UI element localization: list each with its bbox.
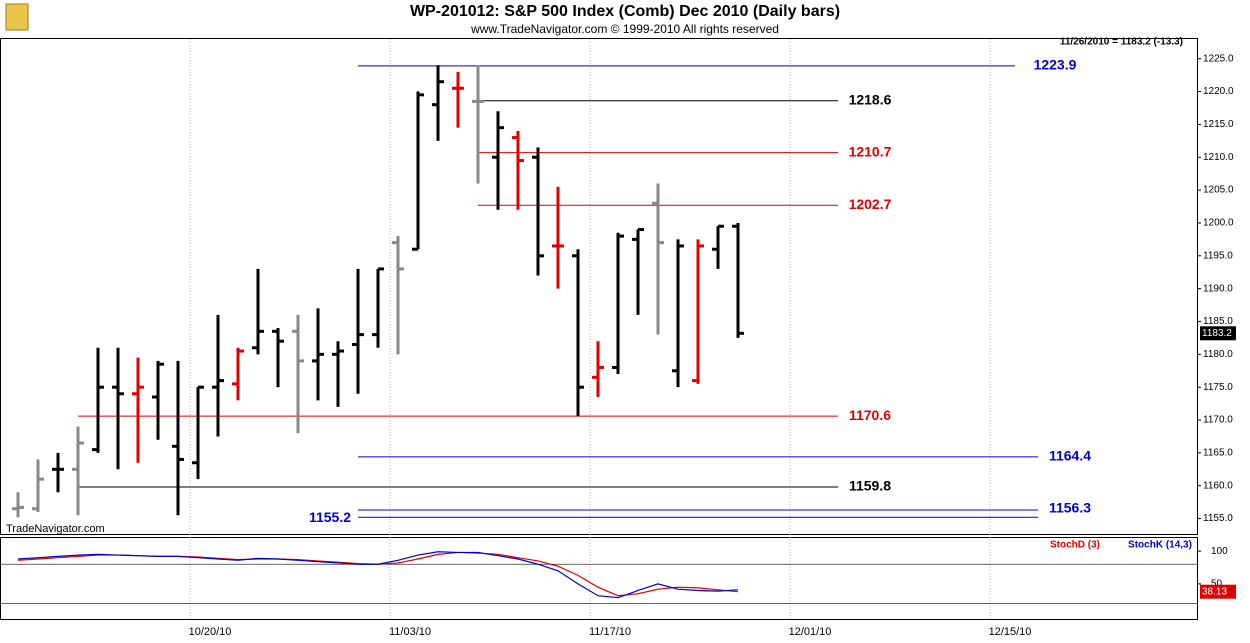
stoch-tick-label: 50	[1211, 579, 1223, 590]
y-tick-label: 1190.0	[1203, 283, 1233, 294]
app-icon	[5, 3, 29, 31]
level-label: 1159.8	[849, 478, 891, 494]
x-tick-label: 11/03/10	[389, 626, 431, 638]
y-tick-label: 1215.0	[1203, 119, 1234, 130]
y-tick-label: 1200.0	[1203, 218, 1234, 229]
legend-entry: StochD (3)	[1050, 540, 1100, 551]
chart-title: WP-201012: S&P 500 Index (Comb) Dec 2010…	[410, 3, 840, 20]
level-label: 1155.2	[309, 509, 351, 525]
y-tick-label: 1175.0	[1203, 382, 1233, 393]
y-tick-label: 1185.0	[1203, 316, 1233, 327]
last-price-label: 1183.2	[1202, 328, 1232, 339]
stoch-line	[17, 551, 739, 599]
y-tick-label: 1180.0	[1203, 349, 1233, 360]
stoch-tick-label: 100	[1211, 546, 1228, 557]
stoch-panel	[0, 537, 1198, 620]
y-tick-label: 1225.0	[1203, 53, 1234, 64]
x-tick-label: 12/01/10	[789, 626, 832, 638]
last-price-box	[1200, 326, 1236, 341]
y-tick-label: 1160.0	[1203, 480, 1233, 491]
price-info: 11/26/2010 = 1183.2 (-13.3)	[1060, 37, 1183, 48]
x-tick-label: 11/17/10	[589, 626, 631, 638]
y-tick-label: 1170.0	[1203, 415, 1233, 426]
x-tick-label: 12/15/10	[989, 626, 1032, 638]
watermark: TradeNavigator.com	[6, 523, 105, 535]
chart-subtitle: www.TradeNavigator.com © 1999-2010 All r…	[470, 22, 779, 36]
price-panel	[0, 38, 1198, 535]
level-label: 1223.9	[1034, 57, 1077, 73]
stoch-last-box	[1200, 584, 1236, 599]
y-tick-label: 1165.0	[1203, 448, 1233, 459]
level-label: 1202.7	[849, 196, 892, 212]
y-tick-label: 1205.0	[1203, 185, 1234, 196]
legend-entry: StochK (14,3)	[1128, 540, 1192, 551]
stoch-last-label: 38.13	[1202, 586, 1227, 597]
level-label: 1164.4	[1049, 448, 1091, 464]
level-label: 1218.6	[849, 91, 892, 107]
y-tick-label: 1210.0	[1203, 152, 1234, 163]
x-tick-label: 10/20/10	[189, 626, 232, 638]
y-tick-label: 1155.0	[1203, 513, 1233, 524]
y-tick-label: 1195.0	[1203, 250, 1233, 261]
level-label: 1156.3	[1049, 500, 1091, 516]
y-tick-label: 1220.0	[1203, 86, 1234, 97]
level-label: 1210.7	[849, 143, 892, 159]
level-label: 1170.6	[849, 407, 891, 423]
